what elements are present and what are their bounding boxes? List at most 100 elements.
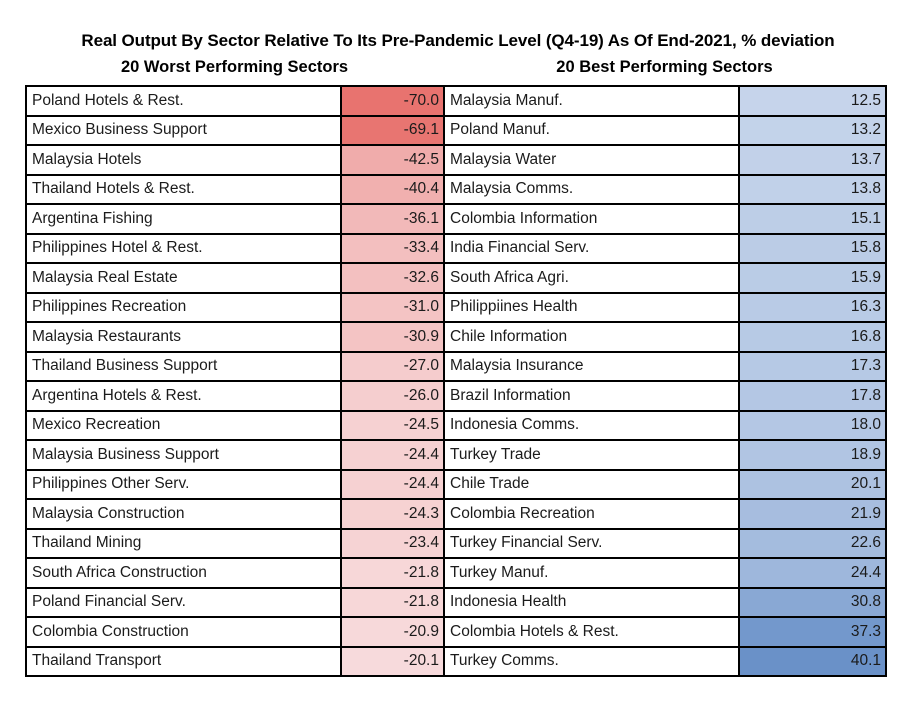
- worst-sector-value: -42.5: [340, 144, 445, 176]
- table-row: Malaysia Construction -24.3 Colombia Recre…: [25, 498, 887, 530]
- best-sector-name: Turkey Trade: [443, 439, 740, 471]
- worst-sector-value: -33.4: [340, 232, 445, 264]
- best-sector-value: 17.8: [738, 380, 887, 412]
- worst-sector-value: -21.8: [340, 586, 445, 618]
- best-sector-value: 16.3: [738, 291, 887, 323]
- figure-title: Real Output By Sector Relative To Its Pr…: [81, 31, 835, 50]
- best-sector-name: Indonesia Comms.: [443, 409, 740, 441]
- best-sector-value: 40.1: [738, 645, 887, 677]
- table-row: Malaysia Restaurants -30.9 Chile Informati…: [25, 321, 887, 353]
- table-row: South Africa Construction -21.8 Turkey Man…: [25, 557, 887, 589]
- best-sector-name: Turkey Financial Serv.: [443, 527, 740, 559]
- worst-sector-value: -24.4: [340, 439, 445, 471]
- best-sector-name: Poland Manuf.: [443, 114, 740, 146]
- worst-sector-name: Colombia Construction: [25, 616, 342, 648]
- worst-sector-name: Thailand Mining: [25, 527, 342, 559]
- best-sector-name: India Financial Serv.: [443, 232, 740, 264]
- worst-sector-name: Philippines Hotel & Rest.: [25, 232, 342, 264]
- worst-sector-value: -32.6: [340, 262, 445, 294]
- worst-sector-value: -70.0: [340, 85, 445, 117]
- best-sector-value: 16.8: [738, 321, 887, 353]
- worst-sector-name: Poland Financial Serv.: [25, 586, 342, 618]
- best-sector-value: 13.7: [738, 144, 887, 176]
- worst-sector-name: Malaysia Business Support: [25, 439, 342, 471]
- best-sector-value: 15.8: [738, 232, 887, 264]
- best-sector-name: Colombia Recreation: [443, 498, 740, 530]
- best-sector-name: Turkey Manuf.: [443, 557, 740, 589]
- table-row: Poland Hotels & Rest. -70.0 Malaysia Manuf…: [25, 85, 887, 117]
- table-row: Colombia Construction -20.9 Colombia Hotel…: [25, 616, 887, 648]
- worst-sector-value: -31.0: [340, 291, 445, 323]
- worst-sector-value: -24.4: [340, 468, 445, 500]
- worst-sector-name: Argentina Hotels & Rest.: [25, 380, 342, 412]
- worst-sector-name: Malaysia Construction: [25, 498, 342, 530]
- sector-table: Poland Hotels & Rest. -70.0 Malaysia Manuf…: [25, 85, 887, 677]
- worst-sector-value: -30.9: [340, 321, 445, 353]
- best-sector-value: 15.9: [738, 262, 887, 294]
- worst-sector-name: Poland Hotels & Rest.: [25, 85, 342, 117]
- table-row: Thailand Transport -20.1 Turkey Comms. 40.1: [25, 645, 887, 677]
- best-sector-name: Colombia Information: [443, 203, 740, 235]
- worst-sector-name: Philippines Recreation: [25, 291, 342, 323]
- table-row: Poland Financial Serv. -21.8 Indonesia Hea…: [25, 586, 887, 618]
- best-sector-value: 18.0: [738, 409, 887, 441]
- table-row: Philippines Recreation -31.0 Philippiines …: [25, 291, 887, 323]
- table-row: Malaysia Hotels -42.5 Malaysia Water 13.7: [25, 144, 887, 176]
- table-row: Argentina Fishing -36.1 Colombia Informati…: [25, 203, 887, 235]
- worst-sector-name: Mexico Recreation: [25, 409, 342, 441]
- best-sector-value: 12.5: [738, 85, 887, 117]
- best-sector-value: 13.8: [738, 173, 887, 205]
- worst-sector-value: -23.4: [340, 527, 445, 559]
- table-row: Thailand Mining -23.4 Turkey Financial Ser…: [25, 527, 887, 559]
- best-sector-name: Turkey Comms.: [443, 645, 740, 677]
- best-sector-name: Malaysia Insurance: [443, 350, 740, 382]
- best-sector-name: South Africa Agri.: [443, 262, 740, 294]
- best-sector-value: 37.3: [738, 616, 887, 648]
- table-row: Mexico Business Support -69.1 Poland Manuf…: [25, 114, 887, 146]
- table-row: Philippines Hotel & Rest. -33.4 India Fina…: [25, 232, 887, 264]
- table-row: Thailand Hotels & Rest. -40.4 Malaysia Com…: [25, 173, 887, 205]
- table-row: Philippines Other Serv. -24.4 Chile Trade 2…: [25, 468, 887, 500]
- worst-sector-name: Malaysia Hotels: [25, 144, 342, 176]
- best-sector-name: Malaysia Water: [443, 144, 740, 176]
- best-sector-name: Malaysia Manuf.: [443, 85, 740, 117]
- worst-sector-name: Malaysia Restaurants: [25, 321, 342, 353]
- worst-sector-name: Mexico Business Support: [25, 114, 342, 146]
- best-sector-value: 24.4: [738, 557, 887, 589]
- worst-sector-value: -69.1: [340, 114, 445, 146]
- best-sector-name: Malaysia Comms.: [443, 173, 740, 205]
- worst-sector-value: -24.5: [340, 409, 445, 441]
- worst-sectors-header: 20 Worst Performing Sectors: [120, 58, 349, 76]
- best-sector-value: 22.6: [738, 527, 887, 559]
- best-sector-value: 20.1: [738, 468, 887, 500]
- best-sector-name: Chile Information: [443, 321, 740, 353]
- worst-sector-value: -26.0: [340, 380, 445, 412]
- best-sector-value: 13.2: [738, 114, 887, 146]
- table-row: Malaysia Real Estate -32.6 South Africa Ag…: [25, 262, 887, 294]
- table-row: Argentina Hotels & Rest. -26.0 Brazil Info…: [25, 380, 887, 412]
- worst-sector-value: -36.1: [340, 203, 445, 235]
- best-sector-name: Philippiines Health: [443, 291, 740, 323]
- worst-sector-value: -40.4: [340, 173, 445, 205]
- table-row: Thailand Business Support -27.0 Malaysia I…: [25, 350, 887, 382]
- best-sector-name: Chile Trade: [443, 468, 740, 500]
- worst-sector-value: -20.1: [340, 645, 445, 677]
- column-headers: 20 Worst Performing Sectors 20 Best Perf…: [25, 58, 885, 77]
- worst-sector-name: Thailand Business Support: [25, 350, 342, 382]
- worst-sector-name: Thailand Hotels & Rest.: [25, 173, 342, 205]
- worst-sector-name: Thailand Transport: [25, 645, 342, 677]
- best-sector-value: 18.9: [738, 439, 887, 471]
- worst-sector-name: South Africa Construction: [25, 557, 342, 589]
- best-sectors-header: 20 Best Performing Sectors: [556, 58, 773, 76]
- best-sector-value: 30.8: [738, 586, 887, 618]
- worst-sector-name: Argentina Fishing: [25, 203, 342, 235]
- worst-sector-name: Philippines Other Serv.: [25, 468, 342, 500]
- worst-sector-value: -21.8: [340, 557, 445, 589]
- sector-table-body: Poland Hotels & Rest. -70.0 Malaysia Manuf…: [25, 85, 887, 677]
- table-row: Malaysia Business Support -24.4 Turkey Tra…: [25, 439, 887, 471]
- worst-sector-name: Malaysia Real Estate: [25, 262, 342, 294]
- best-sector-value: 15.1: [738, 203, 887, 235]
- best-sector-value: 21.9: [738, 498, 887, 530]
- best-sector-value: 17.3: [738, 350, 887, 382]
